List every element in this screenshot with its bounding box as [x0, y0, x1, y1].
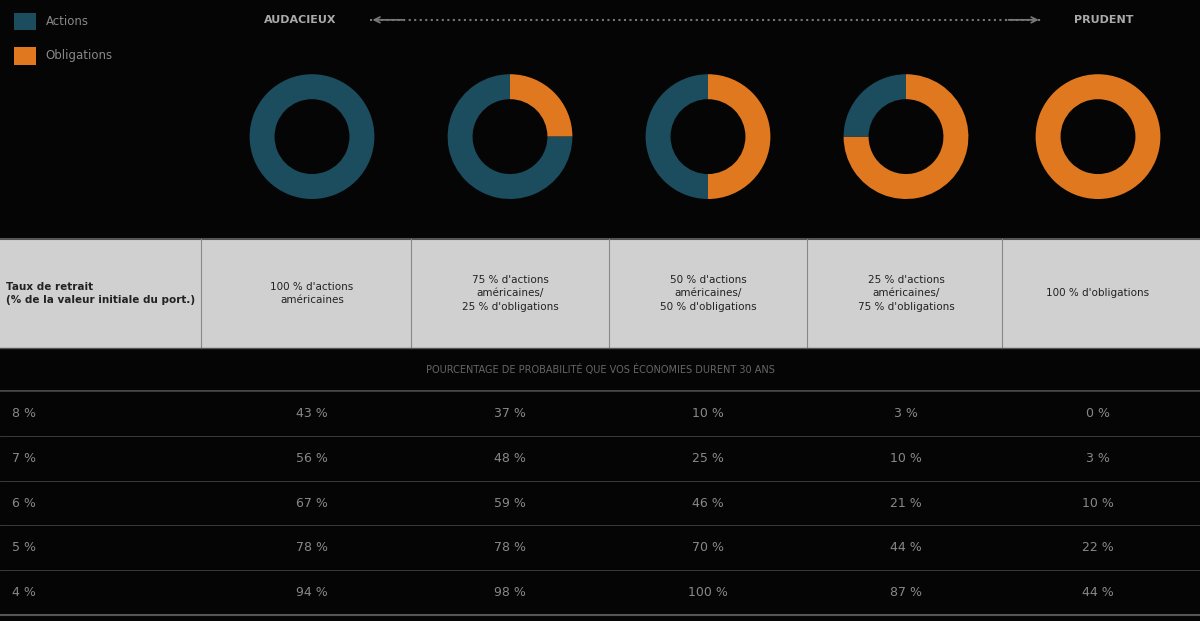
Text: 100 %: 100 %	[688, 586, 728, 599]
Text: 48 %: 48 %	[494, 452, 526, 465]
Text: 25 %: 25 %	[692, 452, 724, 465]
Text: 21 %: 21 %	[890, 497, 922, 509]
Text: 10 %: 10 %	[692, 407, 724, 420]
Wedge shape	[1036, 75, 1160, 199]
Text: 44 %: 44 %	[1082, 586, 1114, 599]
Text: 50 % d'actions
américaines/
50 % d'obligations: 50 % d'actions américaines/ 50 % d'oblig…	[660, 275, 756, 312]
Text: 37 %: 37 %	[494, 407, 526, 420]
Text: 6 %: 6 %	[12, 497, 36, 509]
Bar	[0, 481, 1200, 525]
Text: 100 % d'obligations: 100 % d'obligations	[1046, 288, 1150, 299]
Text: 0 %: 0 %	[1086, 407, 1110, 420]
Text: 87 %: 87 %	[890, 586, 922, 599]
Bar	[0, 436, 1200, 481]
Text: Actions: Actions	[46, 16, 89, 28]
Wedge shape	[510, 75, 572, 137]
Text: 98 %: 98 %	[494, 586, 526, 599]
Text: 75 % d'actions
américaines/
25 % d'obligations: 75 % d'actions américaines/ 25 % d'oblig…	[462, 275, 558, 312]
Text: AUDACIEUX: AUDACIEUX	[264, 15, 336, 25]
Bar	[14, 13, 36, 30]
Bar	[0, 570, 1200, 615]
Wedge shape	[708, 75, 770, 199]
Wedge shape	[646, 75, 708, 199]
Bar	[0, 525, 1200, 570]
Text: Obligations: Obligations	[46, 50, 113, 62]
Text: PRUDENT: PRUDENT	[1074, 15, 1134, 25]
Text: 59 %: 59 %	[494, 497, 526, 509]
Wedge shape	[844, 75, 968, 199]
Bar	[14, 47, 36, 65]
Bar	[0, 391, 1200, 436]
Text: 78 %: 78 %	[296, 542, 328, 554]
Bar	[0, 348, 1200, 391]
Text: 67 %: 67 %	[296, 497, 328, 509]
Text: 56 %: 56 %	[296, 452, 328, 465]
Text: 25 % d'actions
américaines/
75 % d'obligations: 25 % d'actions américaines/ 75 % d'oblig…	[858, 275, 954, 312]
Wedge shape	[844, 75, 906, 137]
Text: 4 %: 4 %	[12, 586, 36, 599]
Text: 10 %: 10 %	[1082, 497, 1114, 509]
Text: 100 % d'actions
américaines: 100 % d'actions américaines	[270, 282, 354, 305]
Wedge shape	[250, 75, 374, 199]
Text: 3 %: 3 %	[1086, 452, 1110, 465]
Text: 94 %: 94 %	[296, 586, 328, 599]
Text: 70 %: 70 %	[692, 542, 724, 554]
Text: 3 %: 3 %	[894, 407, 918, 420]
Wedge shape	[448, 75, 572, 199]
Text: 5 %: 5 %	[12, 542, 36, 554]
Text: 43 %: 43 %	[296, 407, 328, 420]
Text: POURCENTAGE DE PROBABILITÉ QUE VOS ÉCONOMIES DURENT 30 ANS: POURCENTAGE DE PROBABILITÉ QUE VOS ÉCONO…	[426, 364, 774, 375]
Text: Taux de retrait
(% de la valeur initiale du port.): Taux de retrait (% de la valeur initiale…	[6, 282, 196, 305]
Text: 7 %: 7 %	[12, 452, 36, 465]
Text: 8 %: 8 %	[12, 407, 36, 420]
Text: 46 %: 46 %	[692, 497, 724, 509]
Text: 10 %: 10 %	[890, 452, 922, 465]
Bar	[0, 239, 1200, 348]
Text: 78 %: 78 %	[494, 542, 526, 554]
Text: 22 %: 22 %	[1082, 542, 1114, 554]
Text: 44 %: 44 %	[890, 542, 922, 554]
